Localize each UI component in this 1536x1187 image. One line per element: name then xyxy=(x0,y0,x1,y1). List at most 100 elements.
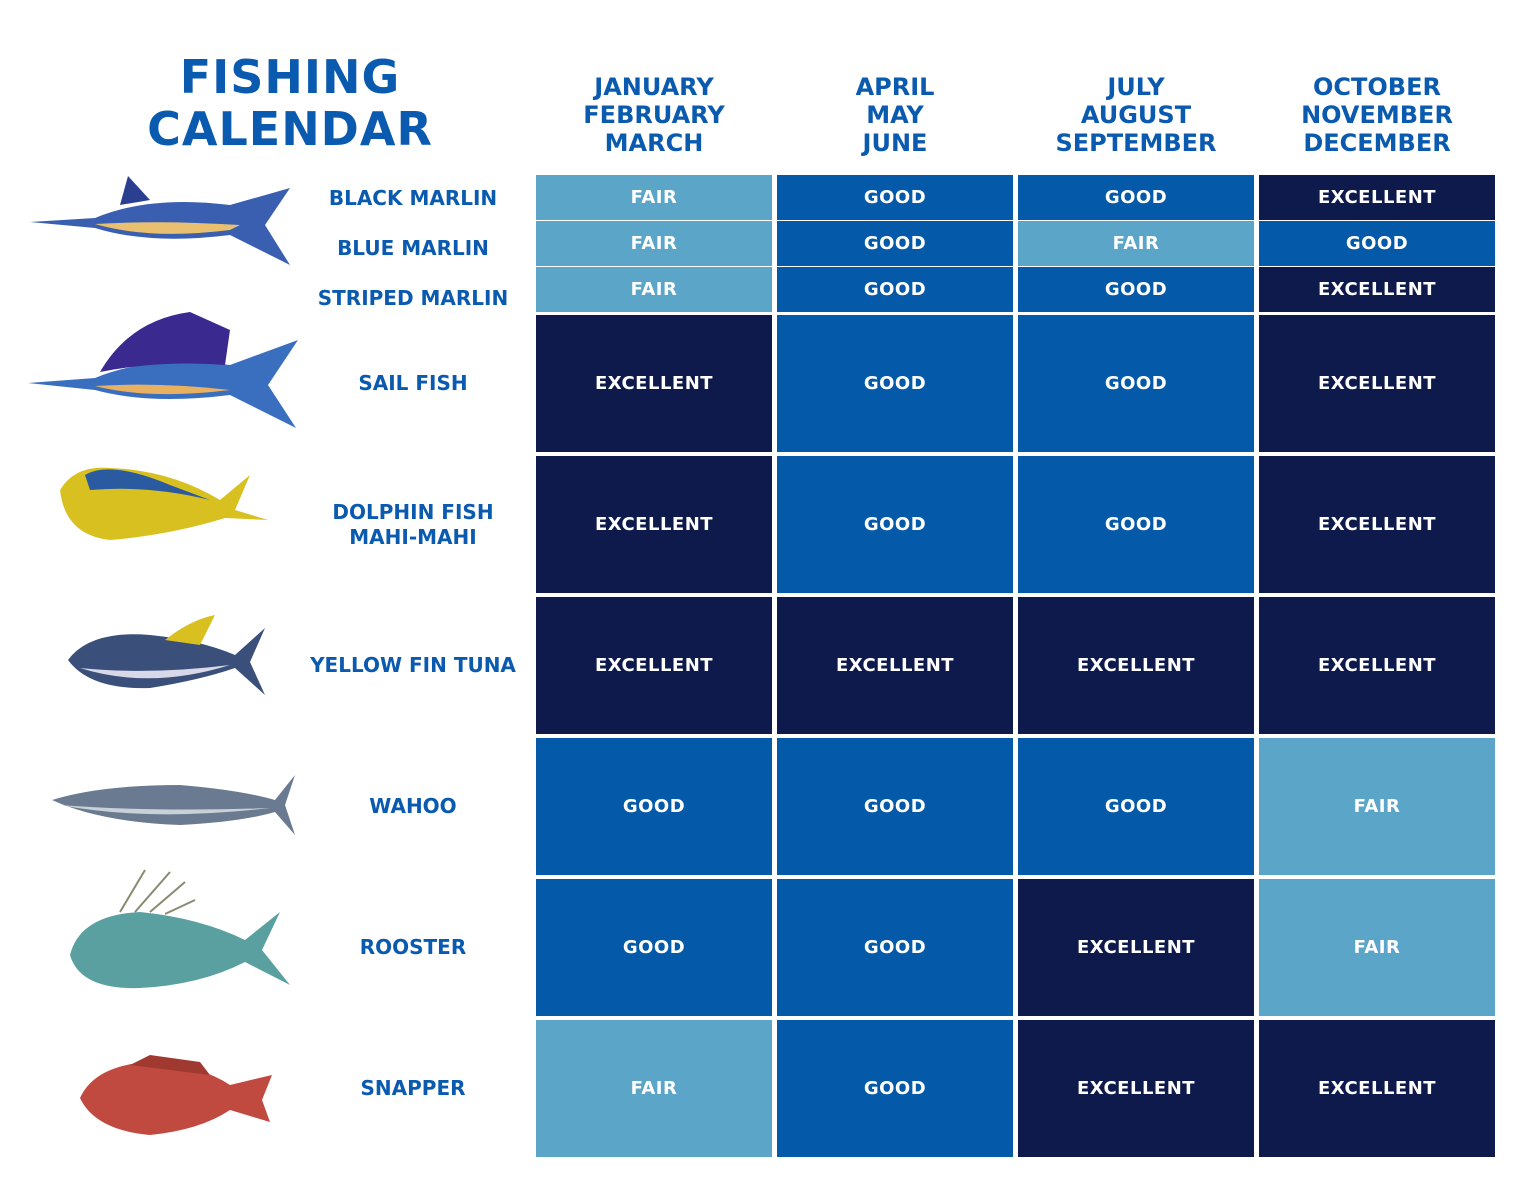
sailfish xyxy=(28,312,298,428)
rating-cell: FAIR xyxy=(536,175,772,220)
rating: FAIR xyxy=(630,187,678,208)
rating: GOOD xyxy=(1104,187,1168,208)
label-line: SNAPPER xyxy=(360,1076,466,1100)
label-line: BLACK MARLIN xyxy=(328,186,498,210)
rating-cell: EXCELLENT xyxy=(1018,1020,1254,1157)
fish-label: BLUE MARLIN xyxy=(300,226,526,271)
dolphin-fish xyxy=(60,467,268,540)
rating-cell: FAIR xyxy=(536,221,772,266)
rating-cell: GOOD xyxy=(1018,315,1254,452)
rating-cell: EXCELLENT xyxy=(536,315,772,452)
rating: FAIR xyxy=(630,233,678,254)
header-line: JUNE xyxy=(862,129,928,157)
label-line: DOLPHIN FISH xyxy=(332,499,494,524)
fish-illustrations xyxy=(28,176,298,1135)
rating: EXCELLENT xyxy=(1076,1078,1196,1099)
rating: FAIR xyxy=(630,1078,678,1099)
rating: GOOD xyxy=(622,937,686,958)
fish-label: WAHOO xyxy=(300,738,526,875)
title-line: CALENDAR xyxy=(147,101,433,156)
rating: EXCELLENT xyxy=(1076,655,1196,676)
rating: GOOD xyxy=(1345,233,1409,254)
rating-cell: FAIR xyxy=(1018,221,1254,266)
rating-cell: EXCELLENT xyxy=(1259,1020,1495,1157)
rating-cell: EXCELLENT xyxy=(1259,456,1495,593)
rating-cell: FAIR xyxy=(1259,738,1495,875)
header-line: FEBRUARY xyxy=(583,101,725,129)
header-line: DECEMBER xyxy=(1303,129,1451,157)
fish-label: SAIL FISH xyxy=(300,315,526,452)
rating: GOOD xyxy=(863,937,927,958)
rating-cell: EXCELLENT xyxy=(536,597,772,734)
header-line: NOVEMBER xyxy=(1301,101,1453,129)
label-line: MAHI-MAHI xyxy=(349,524,477,549)
header-line: MARCH xyxy=(604,129,704,157)
rating: EXCELLENT xyxy=(594,655,714,676)
rating: GOOD xyxy=(622,796,686,817)
fish-label: DOLPHIN FISH MAHI-MAHI xyxy=(300,456,526,593)
column-header: OCTOBER NOVEMBER DECEMBER xyxy=(1259,65,1495,165)
rating-cell: FAIR xyxy=(1259,879,1495,1016)
rating-cell: EXCELLENT xyxy=(1259,315,1495,452)
header-line: MAY xyxy=(866,101,924,129)
rating: EXCELLENT xyxy=(1317,279,1437,300)
rating-cell: GOOD xyxy=(1018,738,1254,875)
header-line: APRIL xyxy=(855,73,935,101)
marlin xyxy=(30,176,290,265)
rating: GOOD xyxy=(863,187,927,208)
rating: GOOD xyxy=(1104,373,1168,394)
rating: EXCELLENT xyxy=(1317,373,1437,394)
rating-cell: GOOD xyxy=(1018,456,1254,593)
rating: GOOD xyxy=(1104,796,1168,817)
rating-cell: EXCELLENT xyxy=(1018,597,1254,734)
rating: EXCELLENT xyxy=(594,514,714,535)
label-line: YELLOW FIN TUNA xyxy=(310,653,516,677)
rating: FAIR xyxy=(1112,233,1160,254)
header-line: AUGUST xyxy=(1080,101,1192,129)
rating: EXCELLENT xyxy=(1076,937,1196,958)
rating-cell: EXCELLENT xyxy=(1018,879,1254,1016)
rating: GOOD xyxy=(863,233,927,254)
rating-cell: GOOD xyxy=(777,175,1013,220)
fish-label: YELLOW FIN TUNA xyxy=(300,597,526,734)
label-line: ROOSTER xyxy=(359,935,467,959)
rating: GOOD xyxy=(863,373,927,394)
rating: FAIR xyxy=(630,279,678,300)
rating: FAIR xyxy=(1353,796,1401,817)
rating-cell: GOOD xyxy=(777,456,1013,593)
rating-cell: EXCELLENT xyxy=(777,597,1013,734)
rating-cell: GOOD xyxy=(777,315,1013,452)
fish-label: ROOSTER xyxy=(300,879,526,1016)
label-line: SAIL FISH xyxy=(358,371,468,395)
column-header: JULY AUGUST SEPTEMBER xyxy=(1018,65,1254,165)
rating-cell: GOOD xyxy=(1259,221,1495,266)
rating-cell: EXCELLENT xyxy=(1259,267,1495,312)
rating-cell: GOOD xyxy=(1018,175,1254,220)
rating: EXCELLENT xyxy=(1317,655,1437,676)
rating: FAIR xyxy=(1353,937,1401,958)
rating-cell: GOOD xyxy=(777,221,1013,266)
rating-cell: GOOD xyxy=(777,738,1013,875)
rating-cell: EXCELLENT xyxy=(536,456,772,593)
rating: GOOD xyxy=(863,796,927,817)
header-line: JANUARY xyxy=(594,73,714,101)
column-header: APRIL MAY JUNE xyxy=(777,65,1013,165)
rating-cell: EXCELLENT xyxy=(1259,175,1495,220)
rating: EXCELLENT xyxy=(594,373,714,394)
label-line: WAHOO xyxy=(369,794,457,818)
rating: GOOD xyxy=(863,279,927,300)
rating: GOOD xyxy=(863,514,927,535)
fish-label: BLACK MARLIN xyxy=(300,176,526,221)
header-line: OCTOBER xyxy=(1313,73,1441,101)
snapper xyxy=(80,1055,272,1135)
header-line: JULY xyxy=(1107,73,1165,101)
rating: EXCELLENT xyxy=(1317,187,1437,208)
wahoo xyxy=(52,775,295,835)
rating-cell: FAIR xyxy=(536,1020,772,1157)
rating-cell: GOOD xyxy=(777,1020,1013,1157)
label-line: BLUE MARLIN xyxy=(337,236,489,260)
rating-cell: GOOD xyxy=(777,267,1013,312)
rooster xyxy=(70,869,290,989)
title: FISHING CALENDAR xyxy=(80,45,500,160)
